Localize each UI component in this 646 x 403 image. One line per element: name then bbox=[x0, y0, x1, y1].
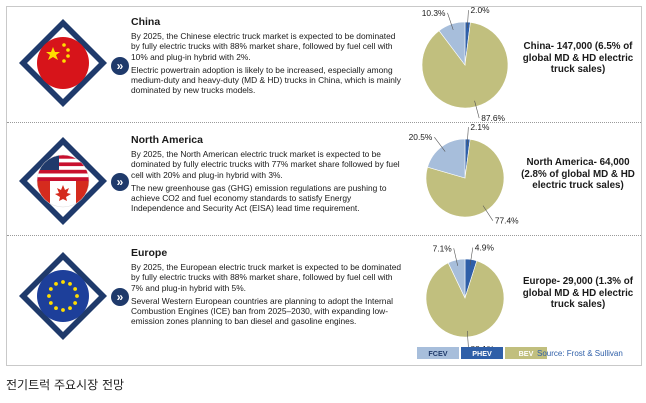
europe-paragraph-2: Several Western European countries are p… bbox=[131, 295, 393, 327]
market-outlook-panel: » China By 2025, the Chinese electric tr… bbox=[6, 5, 642, 366]
pie-label-phev: 2.1% bbox=[470, 122, 490, 132]
europe-expand-button[interactable]: » bbox=[111, 288, 129, 306]
pie-label-bev: 77.4% bbox=[495, 216, 519, 226]
europe-section: » Europe By 2025, the European electric … bbox=[7, 235, 641, 366]
pie-label-fcev: 20.5% bbox=[409, 132, 433, 142]
pie-label-fcev: 10.3% bbox=[422, 8, 446, 18]
china-pie-chart: 2.0% 87.6% 10.3% bbox=[422, 5, 509, 123]
china-paragraph-2: Electric powertrain adoption is likely t… bbox=[131, 64, 401, 96]
china-sales-label: China- 147,000 (6.5% of global MD & HD e… bbox=[522, 41, 634, 75]
pie-label-fcev: 7.1% bbox=[433, 243, 453, 253]
north-america-paragraph-1: By 2025, the North American electric tru… bbox=[131, 149, 400, 180]
pie-leader-line bbox=[434, 137, 446, 152]
north-america-section: » North America By 2025, the North Ameri… bbox=[7, 122, 641, 236]
chart-legend: FCEV PHEV BEV bbox=[417, 347, 549, 359]
pie-leader-line bbox=[453, 248, 458, 266]
legend-fcev: FCEV bbox=[417, 347, 459, 359]
source-note: Source: Frost & Sullivan bbox=[537, 349, 623, 358]
europe-sales-label: Europe- 29,000 (1.3% of global MD & HD e… bbox=[522, 276, 634, 310]
legend-phev: PHEV bbox=[461, 347, 503, 359]
china-flag-icon bbox=[17, 17, 109, 109]
pie-leader-line bbox=[447, 12, 454, 31]
north-america-pie-chart: 2.1% 77.4% 20.5% bbox=[409, 122, 520, 226]
pie-leader-line bbox=[469, 247, 474, 266]
pie-leader-line bbox=[467, 10, 469, 29]
china-section: » China By 2025, the Chinese electric tr… bbox=[7, 5, 641, 123]
pie-label-phev: 2.0% bbox=[470, 5, 490, 15]
pie-label-bev: 87.6% bbox=[481, 113, 505, 123]
pie-leader-line bbox=[466, 330, 469, 349]
china-expand-button[interactable]: » bbox=[111, 57, 129, 75]
legend-bev: BEV bbox=[505, 347, 547, 359]
figure-caption: 전기트럭 주요시장 전망 bbox=[6, 378, 125, 392]
europe-title: Europe bbox=[131, 247, 168, 259]
china-text: China By 2025, the Chinese electric truc… bbox=[131, 17, 401, 98]
north-america-sales-label: North America- 64,000 (2.8% of global MD… bbox=[521, 157, 635, 191]
pie-leader-line bbox=[482, 205, 494, 221]
north-america-expand-button[interactable]: » bbox=[111, 173, 129, 191]
europe-paragraph-1: By 2025, the European electric truck mar… bbox=[131, 262, 402, 293]
usa-canada-flag-icon bbox=[17, 135, 109, 227]
europe-pie-chart: 4.9%88.1%7.1% bbox=[425, 243, 505, 354]
china-title: China bbox=[131, 16, 161, 28]
china-paragraph-1: By 2025, the Chinese electric truck mark… bbox=[131, 31, 396, 62]
eu-flag-icon bbox=[17, 250, 109, 342]
pie-label-phev: 4.9% bbox=[475, 243, 495, 253]
north-america-paragraph-2: The new greenhouse gas (GHG) emission re… bbox=[131, 182, 387, 214]
north-america-text: North America By 2025, the North America… bbox=[131, 135, 401, 216]
north-america-title: North America bbox=[131, 134, 203, 146]
europe-text: Europe By 2025, the European electric tr… bbox=[131, 248, 401, 329]
pie-leader-line bbox=[474, 100, 480, 119]
pie-leader-line bbox=[466, 127, 469, 146]
